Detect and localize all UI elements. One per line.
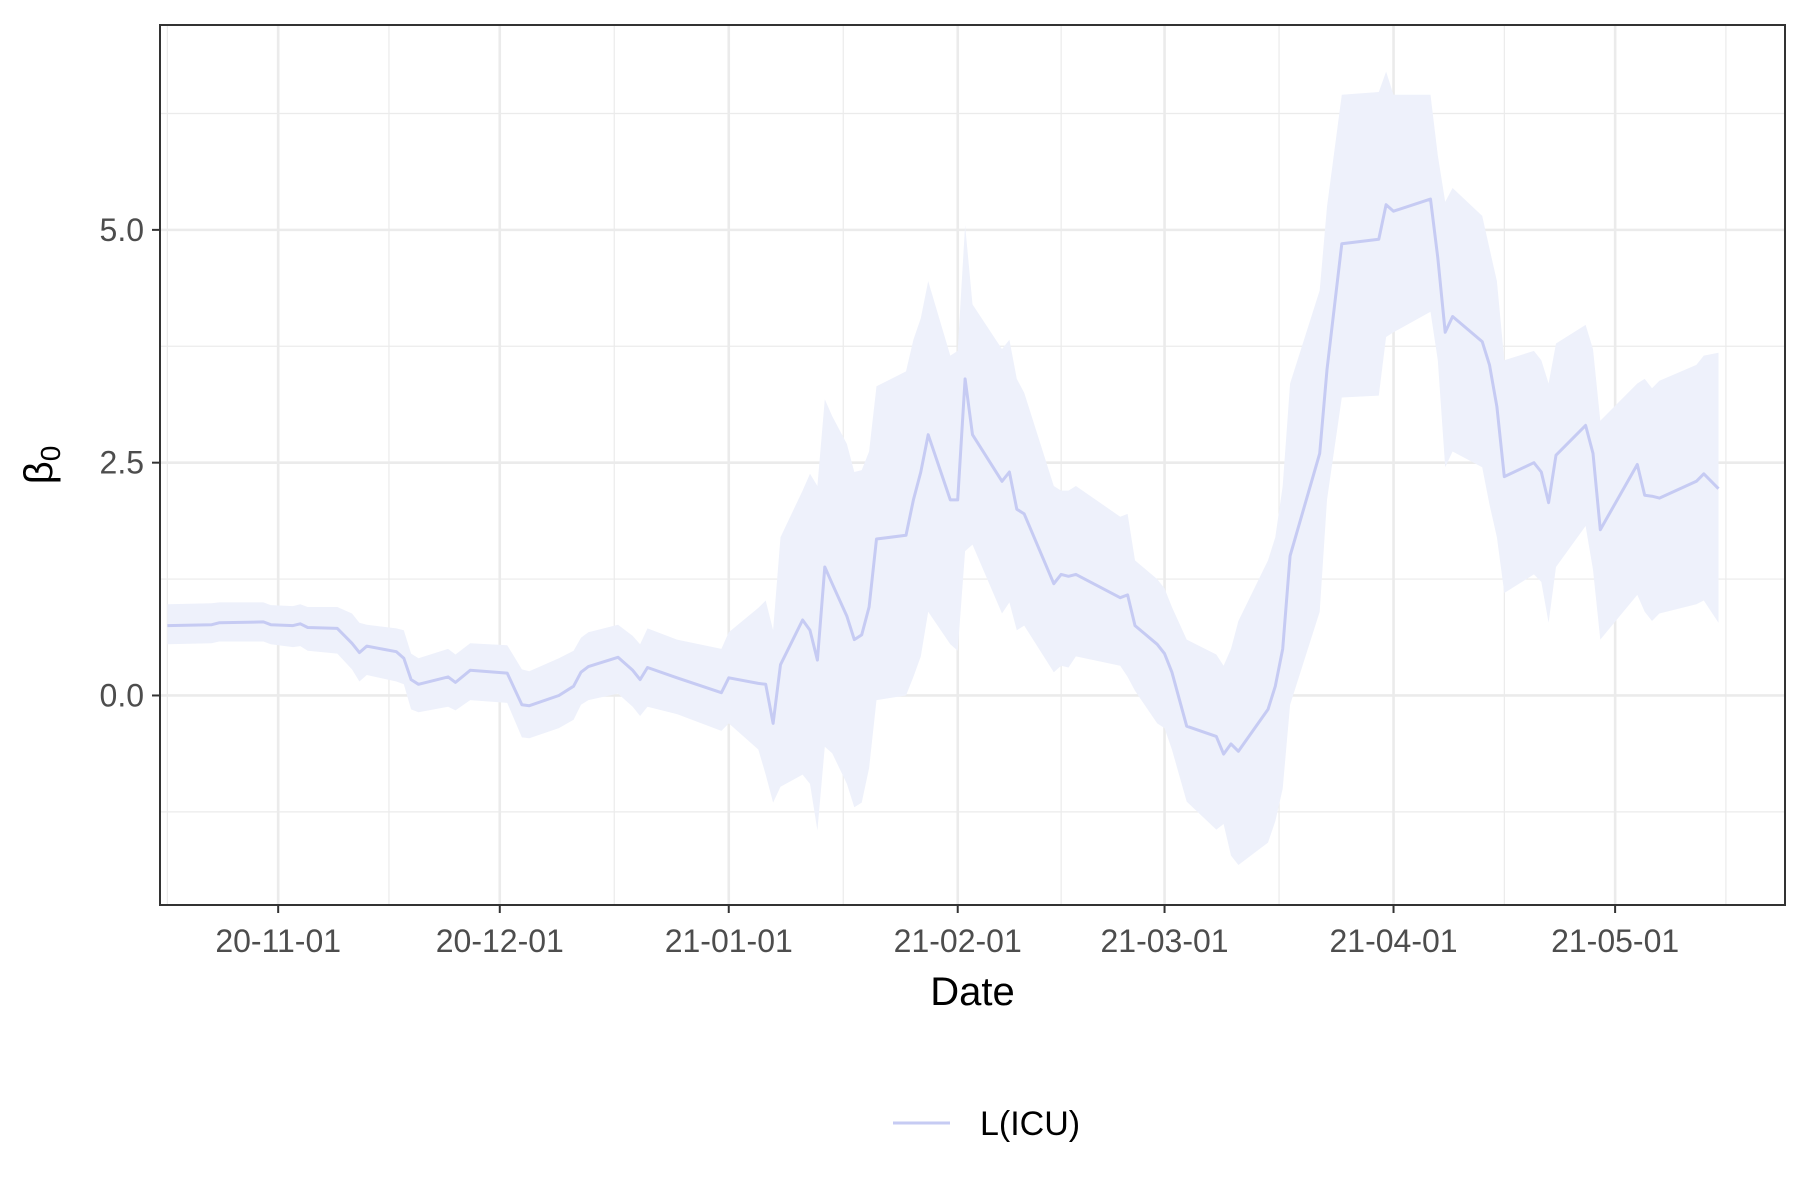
- y-axis-title-subscript: 0: [35, 446, 66, 462]
- x-tick-label: 21-02-01: [894, 923, 1022, 959]
- series-line: [167, 197, 1720, 756]
- x-tick-label: 20-11-01: [215, 923, 341, 959]
- y-axis: 0.0 2.5 5.0: [100, 212, 160, 713]
- line-layer: [167, 197, 1720, 756]
- y-axis-title-symbol: β: [17, 461, 61, 484]
- confidence-band: [167, 71, 1719, 866]
- x-tick-label: 21-05-01: [1551, 923, 1679, 959]
- panel-border: [159, 24, 1786, 906]
- y-tick-label: 2.5: [100, 445, 144, 481]
- y-tick-label: 5.0: [100, 212, 144, 248]
- x-tick-label: 21-04-01: [1329, 923, 1457, 959]
- x-axis-title: Date: [930, 970, 1015, 1014]
- x-tick-label: 21-03-01: [1100, 923, 1228, 959]
- y-tick-label: 0.0: [100, 677, 144, 713]
- x-tick-label: 21-01-01: [665, 923, 793, 959]
- x-tick-label: 20-12-01: [436, 923, 564, 959]
- y-axis-title: β0: [17, 446, 66, 485]
- legend: L(ICU): [893, 1105, 1080, 1143]
- band-layer: [167, 71, 1719, 866]
- x-axis: 20-11-01 20-12-01 21-01-01 21-02-01 21-03-01…: [215, 905, 1679, 959]
- legend-label: L(ICU): [980, 1105, 1080, 1143]
